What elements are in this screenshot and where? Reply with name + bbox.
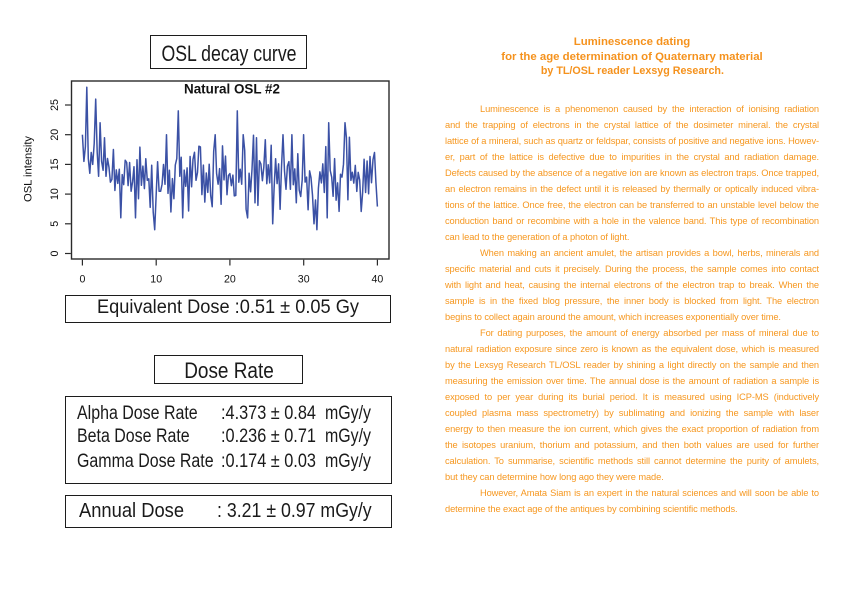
- svg-text:0: 0: [79, 274, 85, 286]
- svg-text:5: 5: [49, 221, 61, 227]
- svg-text:20: 20: [49, 129, 61, 141]
- svg-text:10: 10: [150, 274, 162, 286]
- svg-text:0: 0: [49, 250, 61, 256]
- svg-text:30: 30: [298, 274, 310, 286]
- svg-text:15: 15: [49, 158, 61, 170]
- svg-text:20: 20: [224, 274, 236, 286]
- svg-text:OSL intensity: OSL intensity: [22, 135, 34, 202]
- svg-text:Natural OSL #2: Natural OSL #2: [184, 81, 280, 97]
- svg-text:10: 10: [49, 188, 61, 200]
- svg-text:40: 40: [372, 274, 384, 286]
- svg-text:25: 25: [49, 99, 61, 111]
